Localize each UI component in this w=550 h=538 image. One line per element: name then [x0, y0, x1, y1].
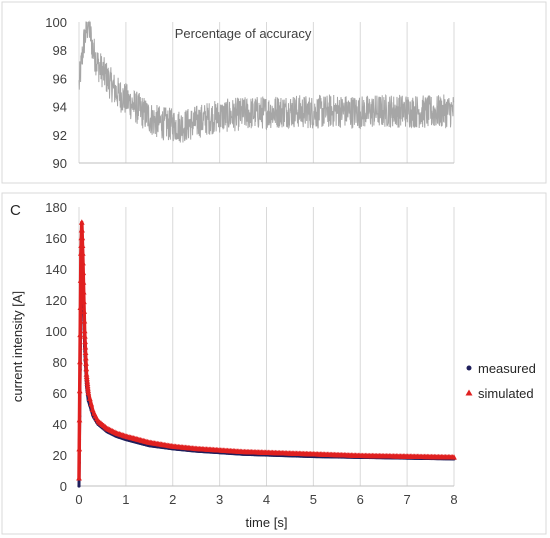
simulated-point [80, 269, 87, 276]
accuracy-y-ticks: 90 92 94 96 98 100 [45, 15, 67, 171]
simulated-point [84, 380, 91, 386]
current-y-tick-label: 80 [53, 355, 67, 370]
simulated-point [81, 298, 87, 305]
simulated-point [81, 333, 88, 339]
simulated-point [84, 382, 91, 389]
accuracy-y-tick-label: 90 [53, 156, 67, 171]
simulated-point [76, 387, 83, 394]
y-axis-label: current intensity [A] [10, 291, 25, 402]
simulated-point [83, 373, 90, 379]
simulated-point [79, 234, 86, 241]
simulated-point [79, 242, 86, 248]
simulated-point [85, 385, 91, 391]
accuracy-series [78, 20, 455, 143]
simulated-point [77, 277, 84, 283]
current-x-tick-label: 6 [357, 492, 364, 507]
simulated-point [80, 259, 86, 266]
legend-label-simulated: simulated [478, 386, 534, 401]
accuracy-y-tick-label: 92 [53, 128, 67, 143]
simulated-point [79, 227, 85, 233]
simulated-point [83, 371, 90, 377]
current-series [76, 219, 457, 488]
current-y-tick-label: 180 [45, 200, 67, 215]
simulated-point [88, 400, 95, 407]
panel-label: C [10, 202, 21, 219]
simulated-point [83, 360, 89, 366]
accuracy-y-tick-label: 98 [53, 43, 67, 58]
current-y-tick-label: 0 [60, 479, 67, 494]
simulated-point [77, 304, 84, 310]
current-y-tick-label: 120 [45, 293, 67, 308]
current-x-tick-label: 7 [404, 492, 411, 507]
simulated-point [81, 327, 88, 334]
simulated-point [81, 318, 88, 324]
simulated-point [85, 387, 92, 393]
current-x-tick-label: 0 [75, 492, 82, 507]
current-y-tick-label: 100 [45, 324, 67, 339]
legend-item-simulated: simulated [465, 386, 534, 401]
legend-marker-simulated [465, 389, 473, 396]
accuracy-series-line [78, 20, 455, 143]
legend-label-measured: measured [478, 361, 536, 376]
simulated-point [84, 378, 91, 384]
accuracy-chart: 90 92 94 96 98 100 Percentage of accuracy [1, 1, 547, 184]
simulated-point [76, 416, 83, 423]
simulated-point [84, 375, 90, 382]
current-x-tick-label: 3 [216, 492, 223, 507]
accuracy-y-tick-label: 96 [53, 71, 67, 86]
simulated-point [79, 250, 86, 256]
current-x-tick-label: 1 [122, 492, 129, 507]
current-y-ticks: 0 20 40 60 80 100 120 140 160 180 [45, 200, 67, 494]
simulated-point [76, 475, 82, 481]
simulated-point [77, 331, 84, 338]
legend: measured simulated [465, 361, 536, 401]
simulated-point [76, 445, 83, 452]
legend-marker-measured [466, 365, 472, 371]
simulated-point [81, 308, 88, 314]
accuracy-y-tick-label: 100 [45, 15, 67, 30]
accuracy-chart-title: Percentage of accuracy [175, 26, 312, 41]
simulated-point [82, 344, 89, 350]
x-axis-label: time [s] [246, 515, 288, 530]
current-x-tick-label: 4 [263, 492, 270, 507]
simulated-point [86, 395, 93, 401]
current-y-tick-label: 140 [45, 262, 67, 277]
measured-point [77, 484, 81, 488]
simulated-point [82, 349, 89, 355]
simulated-point [82, 354, 89, 361]
current-chart: C 0 20 40 60 80 100 120 140 160 180 0 1 2 3 4 5 6 7 8 cur… [1, 192, 547, 535]
simulated-point [451, 454, 457, 460]
simulated-point [78, 219, 85, 225]
simulated-point [77, 358, 83, 365]
accuracy-y-tick-label: 94 [53, 100, 67, 115]
simulated-point [83, 365, 90, 372]
legend-item-measured: measured [466, 361, 536, 376]
current-y-tick-label: 60 [53, 386, 67, 401]
series-simulated [76, 219, 457, 481]
current-x-tick-label: 5 [310, 492, 317, 507]
accuracy-grid [78, 22, 455, 163]
current-y-tick-label: 40 [53, 417, 67, 432]
current-x-tick-label: 8 [450, 492, 457, 507]
current-x-ticks: 0 1 2 3 4 5 6 7 8 [75, 492, 457, 507]
current-x-tick-label: 2 [169, 492, 176, 507]
current-y-tick-label: 160 [45, 231, 67, 246]
simulated-point [85, 389, 92, 396]
current-chart-frame [1, 192, 547, 535]
simulated-point [80, 279, 87, 285]
simulated-point [80, 289, 87, 295]
simulated-point [82, 338, 88, 345]
accuracy-chart-frame [1, 1, 547, 184]
current-y-tick-label: 20 [53, 448, 67, 463]
